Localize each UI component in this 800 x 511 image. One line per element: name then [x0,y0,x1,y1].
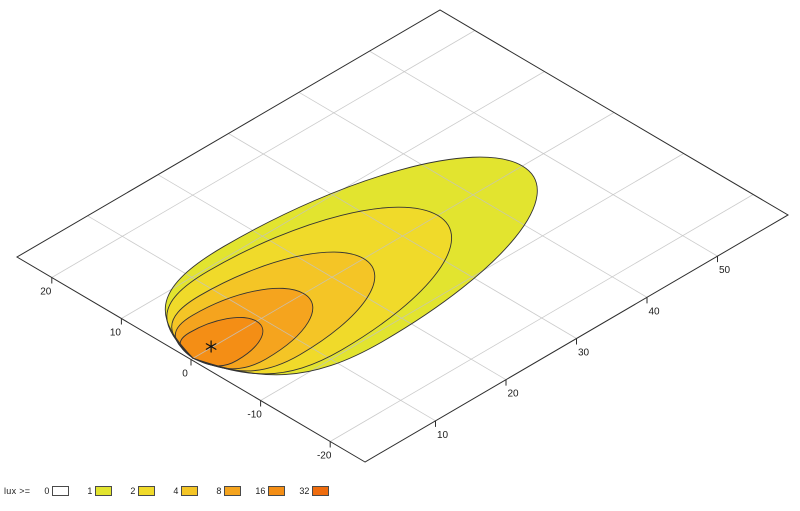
legend-swatch [95,486,113,496]
legend-item-1-lux: 1 [83,486,113,496]
x-tick-40-label: 40 [648,306,660,317]
axis-ticks [51,256,718,448]
x-tick-50-label: 50 [719,265,731,276]
legend-value: 0 [44,486,50,496]
contour-outlines [113,119,602,406]
grid-line-y-10 [121,71,544,318]
y-tick-20-label: 20 [40,287,52,298]
luminaire-asterisk-marker [205,340,217,353]
grid-lines [17,10,788,462]
grid-line-y-0 [191,112,614,359]
legend-value: 4 [173,486,179,496]
grid-line-y--20 [330,194,753,441]
legend-swatch [52,486,70,496]
legend-value: 1 [87,486,93,496]
axis-tick-labels: 20 10 0 -10 -20 10 20 30 40 50 [40,265,730,461]
legend-value: 32 [299,486,310,496]
legend-value: 8 [216,486,222,496]
legend-item-2-lux: 2 [126,486,156,496]
legend-item-16-lux: 16 [255,486,286,496]
legend-swatch [268,486,286,496]
x-tick-20-label: 20 [507,389,519,400]
legend-items: 0 1 2 4 8 16 32 [40,486,343,496]
legend-value: 16 [255,486,266,496]
contour-line-4-lux [143,229,414,388]
contour-line-2-lux [126,176,504,398]
x-tick-30-label: 30 [578,347,590,358]
legend-item-0-lux: 0 [40,486,70,496]
legend-item-4-lux: 4 [169,486,199,496]
y-tick-10-label: 10 [110,328,122,339]
legend-swatch [224,486,242,496]
plot-plane [17,10,788,462]
y-tick--20-label: -20 [317,451,332,462]
x-tick-10-label: 10 [437,430,449,441]
grid-line-y-20 [52,30,475,277]
legend-value: 2 [130,486,136,496]
legend-swatch [181,486,199,496]
legend-swatch [138,486,156,496]
contour-line-16-lux [169,307,280,372]
y-tick--10-label: -10 [247,410,262,421]
legend-item-8-lux: 8 [212,486,242,496]
asterisk-arm [205,343,217,350]
grid-line-y--10 [261,153,684,400]
contour-line-1-lux [113,119,602,406]
legend-swatch [312,486,330,496]
legend-title: lux >= [4,486,31,496]
y-tick-0-label: 0 [182,369,188,380]
legend-item-32-lux: 32 [299,486,330,496]
contour-line-8-lux [156,272,340,380]
illuminance-legend: lux >= 0 1 2 4 8 16 32 [4,486,343,496]
